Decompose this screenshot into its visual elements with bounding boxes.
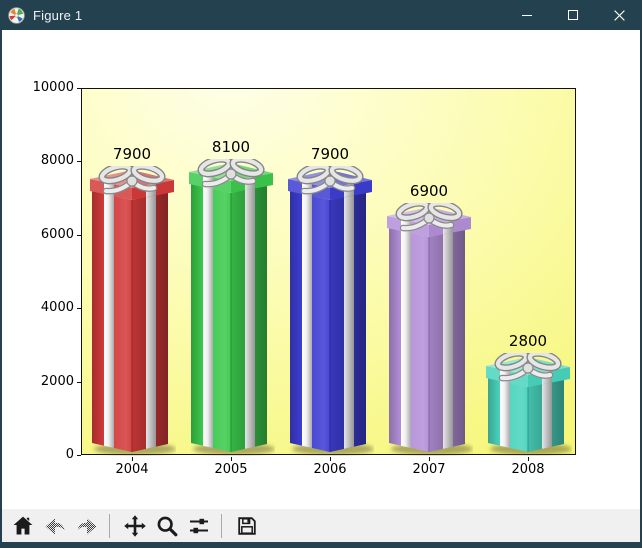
pan-button[interactable]: [120, 511, 150, 541]
y-tick-mark: [77, 161, 81, 162]
x-tick-mark: [231, 457, 232, 461]
x-tick-mark: [528, 457, 529, 461]
y-tick-mark: [77, 455, 81, 456]
window-controls: [504, 0, 642, 30]
y-tick-label: 6000: [40, 226, 74, 242]
x-tick-label: 2006: [313, 462, 347, 477]
x-tick-label: 2005: [214, 462, 248, 477]
maximize-button[interactable]: [550, 0, 596, 30]
forward-button[interactable]: [72, 511, 102, 541]
x-tick-mark: [330, 457, 331, 461]
gift-box-bar-2004: [90, 166, 176, 455]
x-tick-label: 2008: [511, 462, 545, 477]
arrow-left-icon: [45, 518, 65, 534]
y-tick-mark: [77, 308, 81, 309]
toolbar-separator: [221, 513, 222, 538]
sliders-icon: [190, 518, 208, 533]
minimize-button[interactable]: [504, 0, 550, 30]
y-tick-label: 4000: [40, 300, 74, 316]
configure-subplots-button[interactable]: [184, 511, 214, 541]
plot-area[interactable]: 7900: [81, 88, 576, 455]
back-button[interactable]: [40, 511, 70, 541]
bar-value-label: 7900: [310, 145, 350, 163]
matplotlib-logo-icon: [8, 6, 25, 24]
arrow-right-icon: [77, 518, 97, 534]
figure-canvas[interactable]: 7900: [2, 30, 640, 509]
x-tick-label: 2004: [115, 462, 149, 477]
bar-value-label: 8100: [211, 138, 251, 156]
y-tick-mark: [77, 382, 81, 383]
x-tick-mark: [429, 457, 430, 461]
y-tick-label: 0: [65, 447, 74, 462]
y-tick-mark: [77, 88, 81, 89]
magnifier-icon: [157, 516, 178, 536]
window-title: Figure 1: [33, 7, 83, 23]
gift-box-bar-2006: [288, 166, 374, 455]
y-tick-label: 10000: [32, 80, 74, 95]
gift-box-bar-2007: [387, 203, 473, 455]
y-tick-label: 2000: [40, 373, 74, 389]
y-tick-mark: [77, 235, 81, 236]
navigation-toolbar: [2, 509, 640, 542]
titlebar[interactable]: Figure 1: [0, 0, 642, 30]
bar-value-label: 7900: [112, 145, 152, 163]
save-button[interactable]: [232, 511, 262, 541]
floppy-disk-icon: [238, 516, 256, 535]
zoom-to-rect-button[interactable]: [152, 511, 182, 541]
toolbar-separator: [109, 513, 110, 538]
y-tick-label: 8000: [40, 153, 74, 169]
gift-box-bar-2008: [486, 353, 572, 455]
gift-box-bar-2005: [189, 159, 275, 455]
home-icon: [13, 516, 33, 534]
home-button[interactable]: [8, 511, 38, 541]
bar-value-label: 6900: [409, 182, 449, 200]
x-tick-mark: [132, 457, 133, 461]
bar-value-label: 2800: [508, 332, 548, 350]
close-button[interactable]: [596, 0, 642, 30]
move-arrows-icon: [124, 514, 146, 537]
x-tick-label: 2007: [412, 462, 446, 477]
